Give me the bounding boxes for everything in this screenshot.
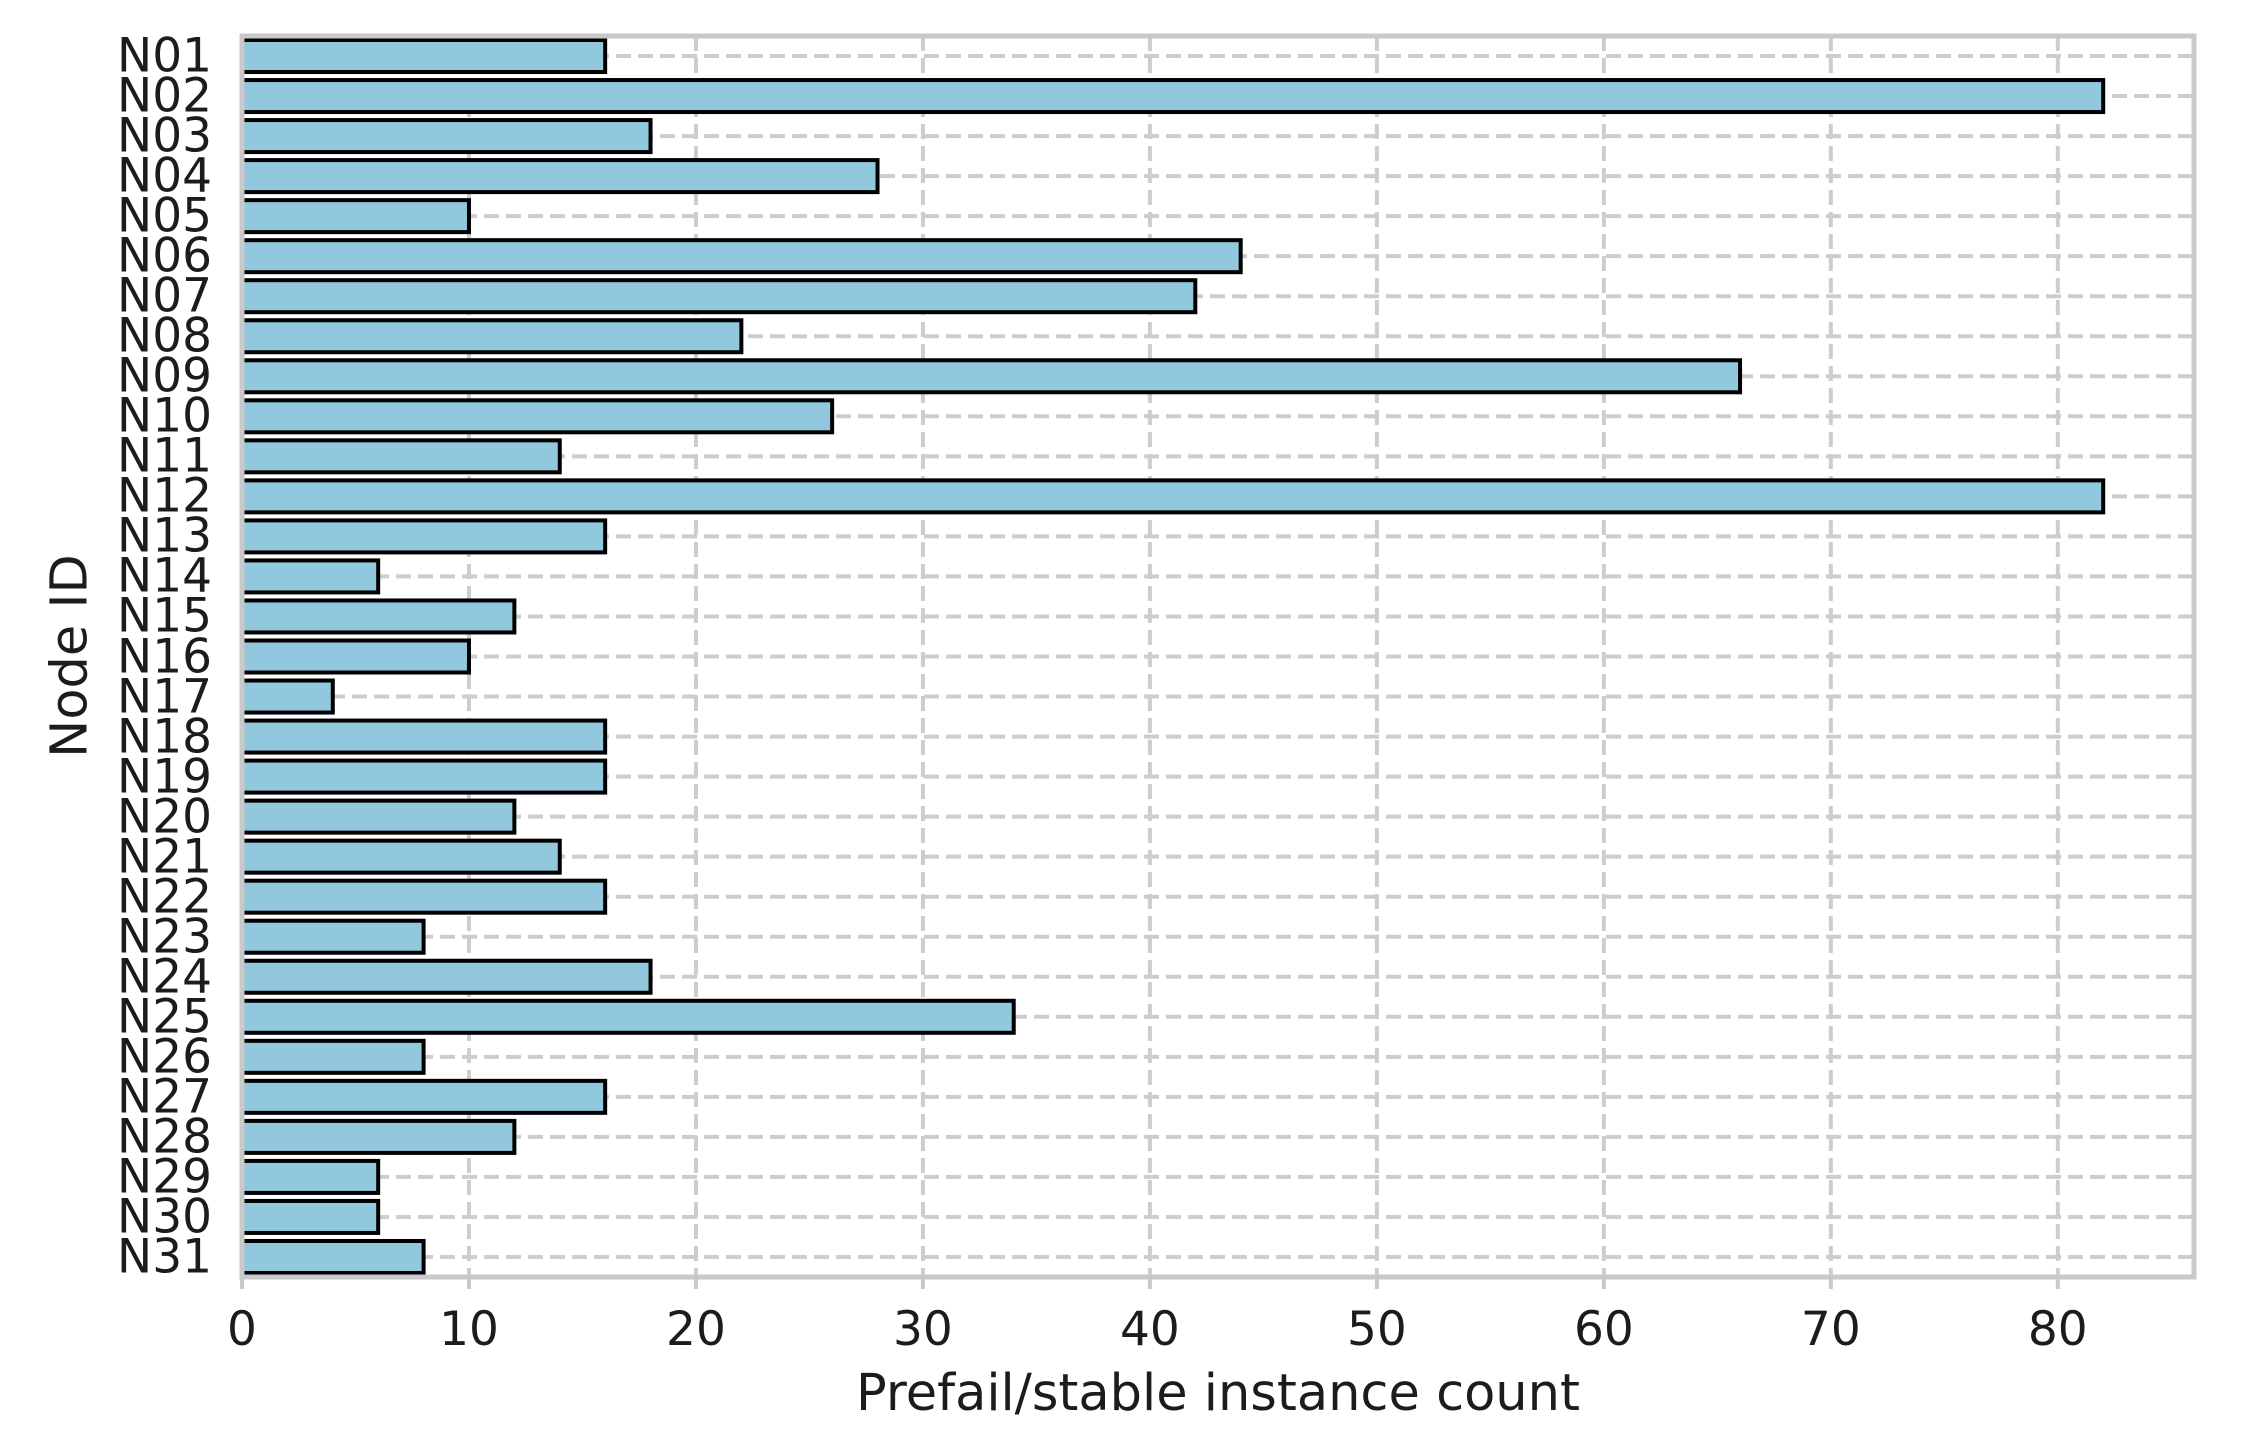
bar-N15 bbox=[240, 598, 517, 635]
y-tick-label-N25: N25 bbox=[117, 989, 212, 1045]
y-tick-label-N07: N07 bbox=[117, 268, 212, 324]
bar-N23 bbox=[240, 918, 426, 955]
y-tick-label-N18: N18 bbox=[117, 709, 212, 765]
y-tick-label-N06: N06 bbox=[117, 228, 212, 284]
bar-N16 bbox=[240, 638, 471, 675]
y-tick-label-N03: N03 bbox=[117, 108, 212, 164]
plot-frame bbox=[239, 33, 2197, 1280]
y-tick-label-N26: N26 bbox=[117, 1029, 212, 1085]
y-tick-label-N05: N05 bbox=[117, 188, 212, 244]
y-tick-label-N29: N29 bbox=[117, 1149, 212, 1205]
y-tick-label-N30: N30 bbox=[117, 1189, 212, 1245]
x-tick-label-60: 60 bbox=[1573, 1302, 1634, 1357]
bar-N12 bbox=[240, 478, 2106, 515]
y-tick-label-N12: N12 bbox=[117, 468, 212, 524]
y-tick-label-N16: N16 bbox=[117, 629, 212, 684]
bar-N20 bbox=[240, 798, 517, 835]
y-tick-label-N28: N28 bbox=[117, 1109, 212, 1165]
x-tick-label-0: 0 bbox=[227, 1302, 257, 1357]
y-tick-label-N11: N11 bbox=[117, 428, 212, 484]
x-tick-label-20: 20 bbox=[666, 1302, 726, 1357]
bar-N19 bbox=[240, 758, 608, 795]
bar-N18 bbox=[240, 718, 608, 755]
x-tick-label-30: 30 bbox=[893, 1302, 953, 1357]
bar-N25 bbox=[240, 998, 1016, 1035]
bar-N13 bbox=[240, 518, 608, 555]
x-tick-label-80: 80 bbox=[2027, 1302, 2088, 1357]
y-tick-label-N09: N09 bbox=[117, 348, 212, 404]
y-tick-label-N24: N24 bbox=[117, 949, 212, 1005]
bar-N29 bbox=[240, 1158, 381, 1195]
y-tick-label-N27: N27 bbox=[117, 1069, 212, 1125]
y-tick-label-N02: N02 bbox=[117, 68, 212, 124]
y-tick-label-N31: N31 bbox=[117, 1229, 212, 1285]
x-axis-title: Prefail/stable instance count bbox=[856, 1364, 1580, 1423]
bar-N27 bbox=[240, 1078, 608, 1115]
y-tick-label-N17: N17 bbox=[117, 669, 212, 725]
x-tick-label-50: 50 bbox=[1346, 1302, 1407, 1357]
y-tick-label-N15: N15 bbox=[117, 588, 212, 644]
y-tick-label-N21: N21 bbox=[117, 829, 212, 885]
y-tick-label-N08: N08 bbox=[117, 308, 212, 364]
y-tick-label-N23: N23 bbox=[117, 909, 212, 965]
y-tick-label-N14: N14 bbox=[117, 548, 212, 604]
x-tick-label-10: 10 bbox=[439, 1302, 499, 1357]
y-tick-label-N01: N01 bbox=[117, 28, 212, 84]
y-tick-label-N04: N04 bbox=[117, 148, 212, 204]
y-axis-title: Node ID bbox=[40, 554, 100, 758]
y-tick-label-N22: N22 bbox=[117, 869, 212, 925]
y-tick-label-N13: N13 bbox=[117, 508, 212, 564]
y-tick-label-N10: N10 bbox=[117, 388, 212, 444]
x-tick-label-40: 40 bbox=[1120, 1302, 1180, 1357]
y-axis-tick-labels: N01 N02 N03 N04 N05 N06 N07 N08 N09 N10 N11 N12 N13 N… bbox=[0, 0, 212, 1448]
y-tick-label-N19: N19 bbox=[117, 749, 212, 805]
y-tick-label-N20: N20 bbox=[117, 789, 212, 845]
x-tick-label-70: 70 bbox=[1800, 1302, 1861, 1357]
bar-N02 bbox=[240, 78, 2106, 115]
